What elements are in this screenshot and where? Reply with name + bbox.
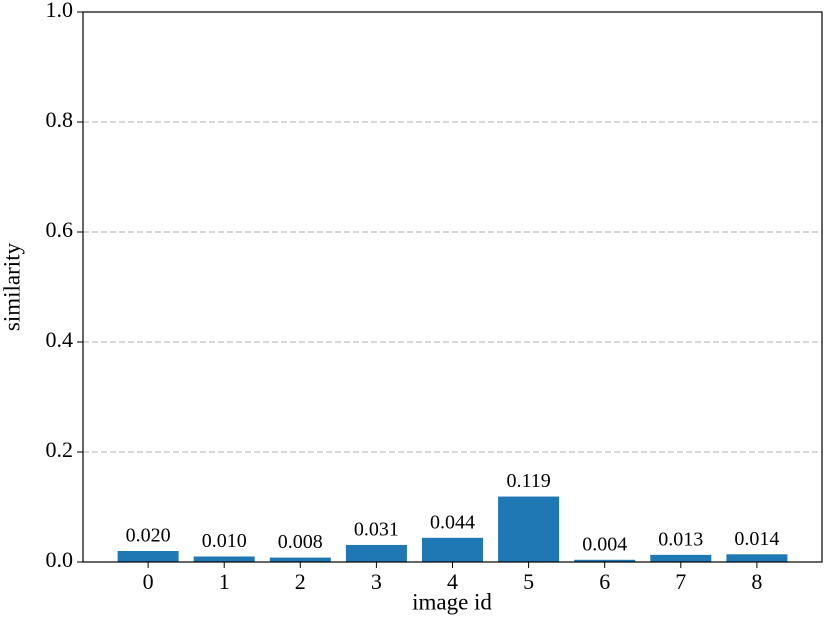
y-tick-label: 0.8 [46, 107, 74, 132]
bar [345, 544, 407, 562]
x-tick-label: 2 [295, 569, 306, 594]
value-label: 0.014 [734, 528, 779, 550]
value-label: 0.004 [582, 533, 627, 555]
value-label: 0.020 [126, 525, 171, 547]
y-tick-label: 0.6 [46, 217, 74, 242]
y-tick-label: 0.4 [46, 327, 74, 352]
bar [650, 554, 712, 562]
x-axis-label: image id [412, 589, 492, 614]
value-label: 0.031 [354, 519, 399, 541]
bar [117, 551, 179, 562]
plot-frame [82, 11, 823, 563]
x-tick-label: 1 [219, 569, 230, 594]
value-label: 0.044 [430, 511, 475, 533]
y-axis-label: similarity [0, 242, 24, 331]
y-tick-label: 0.2 [46, 437, 74, 462]
x-tick-label: 4 [447, 569, 458, 594]
value-label: 0.008 [278, 531, 323, 553]
bar [269, 557, 331, 562]
x-tick-label: 0 [143, 569, 154, 594]
y-tick-label: 1.0 [46, 0, 74, 22]
value-label: 0.010 [202, 530, 247, 552]
x-tick-label: 7 [675, 569, 686, 594]
value-label: 0.013 [658, 528, 703, 550]
x-tick-label: 8 [751, 569, 762, 594]
bar [726, 554, 788, 562]
bar [422, 537, 483, 562]
x-tick-label: 6 [599, 569, 610, 594]
bar [498, 496, 560, 562]
x-tick-label: 3 [371, 569, 382, 594]
bar [193, 556, 255, 562]
value-label: 0.119 [506, 470, 550, 492]
y-tick-label: 0.0 [46, 547, 74, 572]
x-tick-label: 5 [523, 569, 534, 594]
bar [574, 559, 636, 562]
